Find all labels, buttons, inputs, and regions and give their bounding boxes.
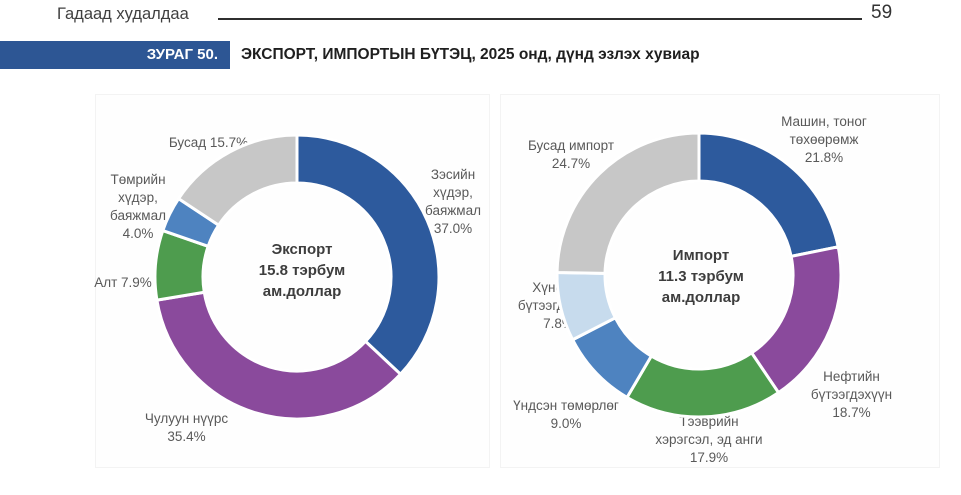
header-rule	[218, 18, 862, 20]
import-donut-slice-5	[555, 131, 701, 275]
export-label-copper-ore: Зэсийн хүдэр, баяжмал 37.0%	[425, 167, 481, 236]
export-donut-chart: Бусад 15.7% Төмрийн хүдэр, баяжмал 4.0% …	[94, 94, 490, 468]
export-label-coal: Чулуун нүүрс 35.4%	[144, 411, 229, 444]
export-label-iron-ore: Төмрийн хүдэр, баяжмал 4.0%	[110, 172, 166, 241]
import-donut-slice-2	[625, 351, 781, 419]
import-donut-slice-0	[697, 131, 840, 258]
figure-title: ЭКСПОРТ, ИМПОРТЫН БҮТЭЦ, 2025 онд, дүнд …	[241, 46, 700, 63]
figure-tag: ЗУРАГ 50.	[0, 41, 230, 69]
import-center-label: Импорт 11.3 тэрбум ам.доллар	[658, 247, 744, 306]
export-donut-slice-4	[177, 133, 299, 227]
export-label-gold: Алт 7.9%	[94, 275, 152, 290]
export-donut-slice-0	[295, 133, 441, 376]
import-label-base-metals: Үндсэн төмөрлөг 9.0%	[513, 398, 619, 431]
export-donut-slice-1	[155, 290, 403, 421]
import-donut-rings	[555, 131, 843, 419]
section-title: Гадаад худалдаа	[57, 5, 189, 23]
page-number: 59	[871, 2, 893, 23]
export-donut-rings	[153, 133, 441, 421]
import-label-other: Бусад импорт 24.7%	[527, 138, 615, 171]
export-center-label: Экспорт 15.8 тэрбум ам.доллар	[258, 241, 346, 300]
import-donut-chart: Бусад импорт 24.7% Машин, тоног төхөөрөм…	[500, 94, 940, 468]
import-label-petroleum: Нефтийн бүтээгдэхүүн 18.7%	[810, 369, 893, 420]
import-label-machinery: Машин, тоног төхөөрөмж 21.8%	[781, 114, 867, 165]
import-label-vehicles: Тээврийн хэрэгсэл, эд анги 17.9%	[655, 414, 763, 465]
